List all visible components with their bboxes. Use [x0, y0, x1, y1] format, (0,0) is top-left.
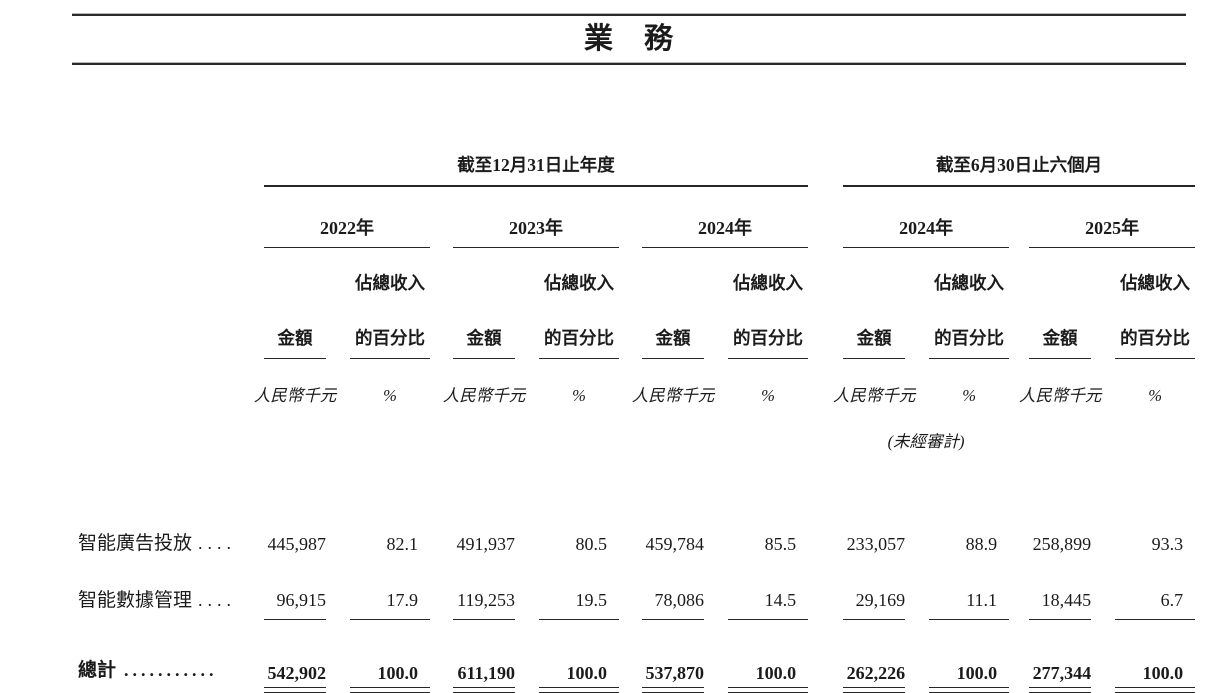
- cell-value: 11.1: [929, 559, 1010, 620]
- year-header-2023: 2023年: [453, 186, 619, 248]
- total-value: 100.0: [728, 663, 809, 688]
- col-header-pct-line1: 佔總收入: [355, 273, 425, 293]
- total-value: 277,344: [1029, 663, 1092, 688]
- table-row: 金額 的百分比 金額 的百分比 金額 的百分比 金額 的百分比 金額 的百分比: [78, 296, 1196, 359]
- table-row: 佔總收入 佔總收入 佔總收入 佔總收入 佔總收入: [78, 248, 1195, 297]
- cell-value: 88.9: [965, 534, 998, 554]
- cell-value: 233,057: [846, 534, 906, 554]
- cell-value: 85.5: [764, 534, 797, 554]
- cell-value: 14.5: [728, 559, 809, 620]
- horizontal-rule-top: [72, 13, 1186, 16]
- row-label-smart-data: 智能數據管理: [78, 589, 193, 611]
- table-row: 智能廣告投放.... 445,987 82.1 491,937 80.5 459,7…: [78, 510, 1195, 559]
- dot-leader: ....: [198, 533, 237, 553]
- unit-percent: %: [761, 386, 775, 405]
- page-title: 業 務: [583, 23, 674, 55]
- col-header-amount: 金額: [264, 296, 326, 359]
- unit-percent: %: [572, 386, 586, 405]
- cell-value: 78,086: [642, 559, 704, 620]
- cell-value: 93.3: [1151, 534, 1184, 554]
- col-header-amount: 金額: [453, 296, 515, 359]
- col-header-pct: 的百分比: [539, 296, 619, 359]
- col-header-pct-line1: 佔總收入: [934, 273, 1005, 293]
- unit-rmb-thousands: 人民幣千元: [1018, 386, 1102, 405]
- total-value: 262,226: [843, 663, 906, 688]
- cell-value: 119,253: [453, 559, 515, 620]
- table-row: 2022年 2023年 2024年 2024年 2025年: [78, 186, 1196, 248]
- total-value: 537,870: [642, 663, 704, 688]
- cell-value: 96,915: [264, 559, 326, 620]
- cell-value: 18,445: [1029, 559, 1092, 620]
- total-value: 542,902: [264, 663, 326, 688]
- unaudited-note: (未經審計): [887, 432, 965, 451]
- year-header-2024: 2024年: [642, 186, 809, 248]
- dot-leader: ....: [198, 589, 237, 610]
- cell-value: 6.7: [1115, 559, 1196, 620]
- unit-rmb-thousands: 人民幣千元: [631, 386, 715, 405]
- col-header-pct: 的百分比: [1115, 296, 1196, 359]
- dot-leader: ...........: [124, 659, 218, 680]
- col-header-pct: 的百分比: [350, 296, 430, 359]
- cell-value: 80.5: [575, 534, 608, 554]
- cell-value: 258,899: [1032, 534, 1092, 554]
- col-header-pct: 的百分比: [728, 296, 809, 359]
- cell-value: 17.9: [350, 559, 430, 620]
- col-header-pct-line1: 佔總收入: [544, 273, 614, 293]
- unit-percent: %: [962, 386, 976, 405]
- col-header-amount: 金額: [1029, 296, 1092, 359]
- total-value: 100.0: [1115, 663, 1196, 688]
- table-row: (未經審計): [78, 408, 1195, 454]
- total-value: 100.0: [539, 663, 619, 688]
- table-row: 智能數據管理.... 96,915 17.9 119,253 19.5 78,086…: [78, 559, 1196, 620]
- cell-value: 29,169: [843, 559, 906, 620]
- table-row: [78, 454, 1195, 510]
- table-row: 人民幣千元% 人民幣千元% 人民幣千元% 人民幣千元% 人民幣千元%: [78, 359, 1195, 409]
- year-header-2024-interim: 2024年: [843, 186, 1010, 248]
- col-header-pct: 的百分比: [929, 296, 1010, 359]
- cell-value: 491,937: [456, 534, 516, 554]
- col-header-amount: 金額: [843, 296, 906, 359]
- revenue-table: 截至12月31日止年度 截至6月30日止六個月 2022年 2023年 2024…: [78, 137, 1196, 693]
- year-header-2025-interim: 2025年: [1029, 186, 1196, 248]
- cell-value: 459,784: [645, 534, 705, 554]
- unit-percent: %: [383, 386, 397, 405]
- unit-percent: %: [1148, 386, 1162, 405]
- cell-value: 82.1: [386, 534, 419, 554]
- col-header-pct-line1: 佔總收入: [1120, 273, 1191, 293]
- row-label-smart-advertising: 智能廣告投放: [78, 533, 193, 554]
- unit-rmb-thousands: 人民幣千元: [832, 386, 916, 405]
- total-value: 100.0: [929, 663, 1010, 688]
- period-group-header-annual: 截至12月31日止年度: [264, 137, 809, 187]
- col-header-amount: 金額: [642, 296, 704, 359]
- cell-value: 445,987: [267, 534, 327, 554]
- table-row: 總計........... 542,902 100.0 611,190 100.0 …: [78, 619, 1196, 693]
- table-row: 截至12月31日止年度 截至6月30日止六個月: [78, 137, 1196, 187]
- total-label: 總計: [78, 659, 117, 681]
- col-header-pct-line1: 佔總收入: [733, 273, 804, 293]
- total-value: 100.0: [350, 663, 430, 688]
- horizontal-rule-bottom: [72, 62, 1186, 65]
- cell-value: 19.5: [539, 559, 619, 620]
- unit-rmb-thousands: 人民幣千元: [442, 386, 526, 405]
- year-header-2022: 2022年: [264, 186, 430, 248]
- period-group-header-interim: 截至6月30日止六個月: [843, 137, 1196, 187]
- title-band: 業 務: [72, 13, 1186, 65]
- unit-rmb-thousands: 人民幣千元: [253, 386, 337, 405]
- total-value: 611,190: [453, 663, 515, 688]
